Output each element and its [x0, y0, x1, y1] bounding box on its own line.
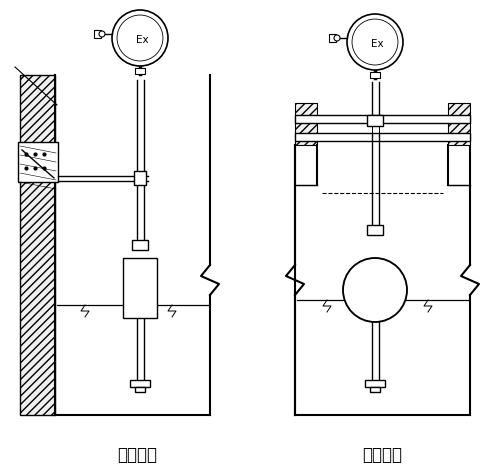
Bar — [295, 133, 470, 141]
Bar — [123, 258, 157, 318]
Bar — [365, 380, 385, 387]
Bar — [295, 103, 317, 145]
Circle shape — [99, 31, 105, 37]
Bar — [132, 240, 148, 250]
Bar — [20, 75, 55, 415]
Circle shape — [112, 10, 168, 66]
Bar — [135, 68, 145, 74]
Circle shape — [347, 14, 403, 70]
Bar — [367, 225, 383, 235]
Bar — [370, 72, 380, 78]
Bar — [448, 103, 470, 145]
Text: Ex: Ex — [136, 35, 148, 45]
Text: 法兰固定: 法兰固定 — [362, 446, 403, 464]
Circle shape — [334, 35, 340, 41]
Bar — [370, 387, 380, 392]
Bar — [134, 171, 146, 185]
Bar — [367, 114, 383, 125]
Bar — [20, 75, 55, 415]
Text: 架装固定: 架装固定 — [118, 446, 158, 464]
Circle shape — [343, 258, 407, 322]
Bar — [130, 380, 150, 387]
Text: Ex: Ex — [370, 39, 384, 49]
Bar — [18, 142, 58, 182]
Bar — [135, 387, 145, 392]
Bar — [295, 115, 470, 123]
Bar — [329, 34, 336, 42]
Bar — [94, 30, 101, 38]
